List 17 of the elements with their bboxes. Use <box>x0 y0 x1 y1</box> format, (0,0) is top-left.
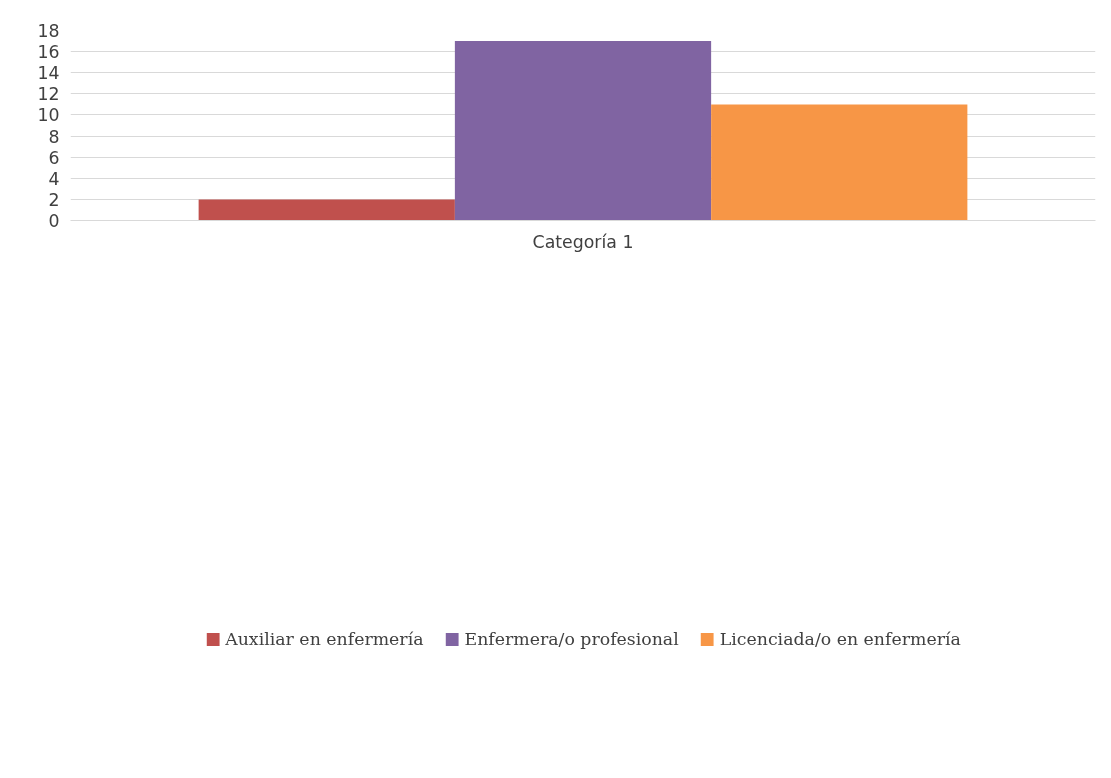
y-tick-label: 16 <box>37 42 60 63</box>
y-tick-label: 14 <box>37 63 60 84</box>
y-tick-label: 4 <box>48 168 60 189</box>
y-tick-label: 12 <box>37 84 60 105</box>
legend-label: Licenciada/o en enfermería <box>719 629 961 649</box>
legend-label: Auxiliar en enfermería <box>225 629 424 649</box>
legend-label: Enfermera/o profesional <box>464 629 679 649</box>
y-tick-label: 0 <box>48 211 60 231</box>
y-tick-label: 6 <box>48 147 60 168</box>
bar <box>454 41 712 221</box>
y-tick-label: 2 <box>48 189 60 210</box>
y-tick-label: 10 <box>37 105 60 126</box>
bar <box>198 199 455 221</box>
y-tick-label: 8 <box>48 126 60 147</box>
y-tick-label: 18 <box>37 21 60 41</box>
bar <box>711 104 968 221</box>
x-tick-label: Categoría 1 <box>532 231 634 252</box>
